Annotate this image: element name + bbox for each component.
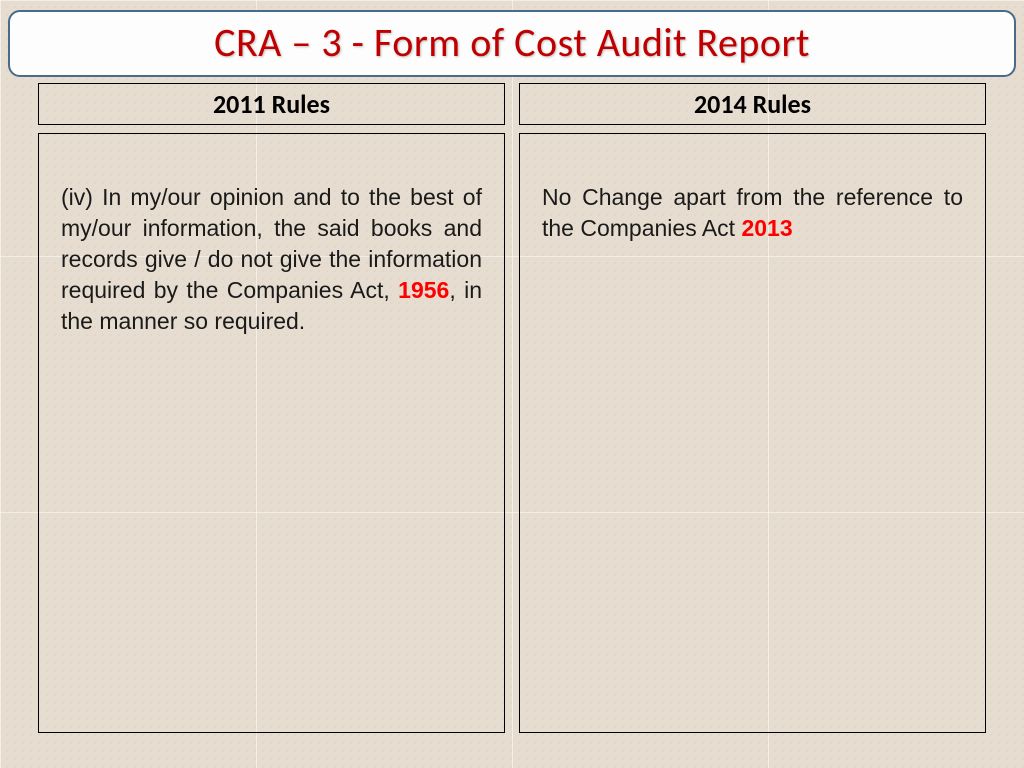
column-2011-header: 2011 Rules <box>38 83 505 125</box>
column-2011-text: (iv) In my/our opinion and to the best o… <box>61 182 482 337</box>
column-2014-text: No Change apart from the reference to th… <box>542 182 963 244</box>
comparison-columns: 2011 Rules (iv) In my/our opinion and to… <box>8 83 1016 733</box>
text-highlight-year: 1956 <box>398 277 449 303</box>
slide-title: CRA – 3 - Form of Cost Audit Report <box>10 18 1014 67</box>
column-2014-body: No Change apart from the reference to th… <box>519 133 986 733</box>
slide-title-bar: CRA – 3 - Form of Cost Audit Report <box>8 10 1016 77</box>
column-2014: 2014 Rules No Change apart from the refe… <box>519 83 986 733</box>
text-highlight-year: 2013 <box>741 215 792 241</box>
column-2014-header: 2014 Rules <box>519 83 986 125</box>
column-2011-body: (iv) In my/our opinion and to the best o… <box>38 133 505 733</box>
column-2011: 2011 Rules (iv) In my/our opinion and to… <box>38 83 505 733</box>
